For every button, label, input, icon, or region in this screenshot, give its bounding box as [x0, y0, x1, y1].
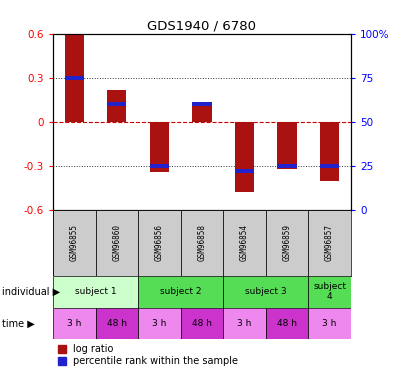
Bar [53, 276, 138, 308]
Text: 3 h: 3 h [322, 319, 337, 328]
Text: 48 h: 48 h [192, 319, 212, 328]
Bar [150, 122, 169, 172]
Title: GDS1940 / 6780: GDS1940 / 6780 [147, 20, 257, 33]
Text: individual ▶: individual ▶ [2, 286, 60, 297]
Text: 48 h: 48 h [277, 319, 297, 328]
Bar [181, 308, 223, 339]
Bar [320, 164, 339, 168]
Bar [277, 164, 297, 168]
Text: subject 2: subject 2 [160, 287, 202, 296]
Bar [181, 210, 223, 276]
Bar [107, 102, 126, 106]
Bar [138, 308, 181, 339]
Bar [308, 276, 351, 308]
Bar [308, 308, 351, 339]
Text: 3 h: 3 h [152, 319, 166, 328]
Bar [107, 90, 126, 122]
Bar [53, 308, 95, 339]
Bar [223, 210, 266, 276]
Text: GSM96854: GSM96854 [240, 224, 249, 261]
Bar [65, 35, 84, 122]
Bar [308, 210, 351, 276]
Bar [138, 210, 181, 276]
Text: 3 h: 3 h [237, 319, 252, 328]
Text: subject 1: subject 1 [75, 287, 116, 296]
Bar [95, 308, 138, 339]
Bar [150, 164, 169, 168]
Bar [266, 308, 308, 339]
Bar [193, 102, 211, 106]
Text: 3 h: 3 h [67, 319, 82, 328]
Text: GSM96860: GSM96860 [112, 224, 121, 261]
Text: 48 h: 48 h [107, 319, 127, 328]
Text: GSM96857: GSM96857 [325, 224, 334, 261]
Bar [235, 170, 254, 173]
Bar [266, 210, 308, 276]
Bar [223, 308, 266, 339]
Bar [138, 276, 223, 308]
Bar [53, 210, 95, 276]
Text: subject 3: subject 3 [245, 287, 286, 296]
Bar [65, 76, 84, 79]
Bar [277, 122, 297, 169]
Bar [223, 276, 308, 308]
Text: subject
4: subject 4 [313, 282, 346, 301]
Legend: log ratio, percentile rank within the sample: log ratio, percentile rank within the sa… [58, 345, 238, 366]
Bar [320, 122, 339, 181]
Bar [95, 210, 138, 276]
Bar [193, 103, 211, 122]
Text: GSM96856: GSM96856 [155, 224, 164, 261]
Text: time ▶: time ▶ [2, 318, 35, 328]
Bar [235, 122, 254, 192]
Text: GSM96859: GSM96859 [283, 224, 292, 261]
Text: GSM96858: GSM96858 [197, 224, 206, 261]
Text: GSM96855: GSM96855 [70, 224, 79, 261]
